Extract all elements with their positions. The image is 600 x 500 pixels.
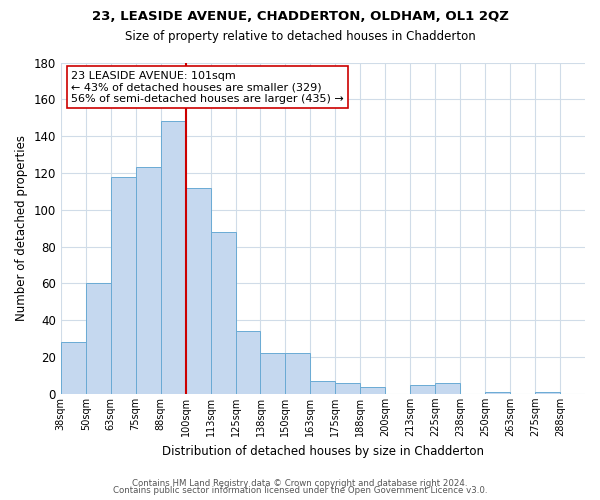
Bar <box>111 176 136 394</box>
Bar <box>136 168 161 394</box>
Text: Contains HM Land Registry data © Crown copyright and database right 2024.: Contains HM Land Registry data © Crown c… <box>132 478 468 488</box>
Bar <box>161 122 185 394</box>
Text: 23, LEASIDE AVENUE, CHADDERTON, OLDHAM, OL1 2QZ: 23, LEASIDE AVENUE, CHADDERTON, OLDHAM, … <box>92 10 508 23</box>
Bar <box>410 384 435 394</box>
Bar <box>286 354 310 394</box>
Bar <box>361 386 385 394</box>
Bar <box>86 284 111 394</box>
Text: Size of property relative to detached houses in Chadderton: Size of property relative to detached ho… <box>125 30 475 43</box>
Bar <box>535 392 560 394</box>
Bar <box>61 342 86 394</box>
Bar <box>435 383 460 394</box>
Bar <box>211 232 236 394</box>
Bar <box>260 354 286 394</box>
Y-axis label: Number of detached properties: Number of detached properties <box>15 135 28 321</box>
Bar <box>310 381 335 394</box>
Bar <box>185 188 211 394</box>
Bar <box>236 332 260 394</box>
Text: Contains public sector information licensed under the Open Government Licence v3: Contains public sector information licen… <box>113 486 487 495</box>
Bar <box>335 383 361 394</box>
X-axis label: Distribution of detached houses by size in Chadderton: Distribution of detached houses by size … <box>162 444 484 458</box>
Bar <box>485 392 510 394</box>
Text: 23 LEASIDE AVENUE: 101sqm
← 43% of detached houses are smaller (329)
56% of semi: 23 LEASIDE AVENUE: 101sqm ← 43% of detac… <box>71 71 344 104</box>
